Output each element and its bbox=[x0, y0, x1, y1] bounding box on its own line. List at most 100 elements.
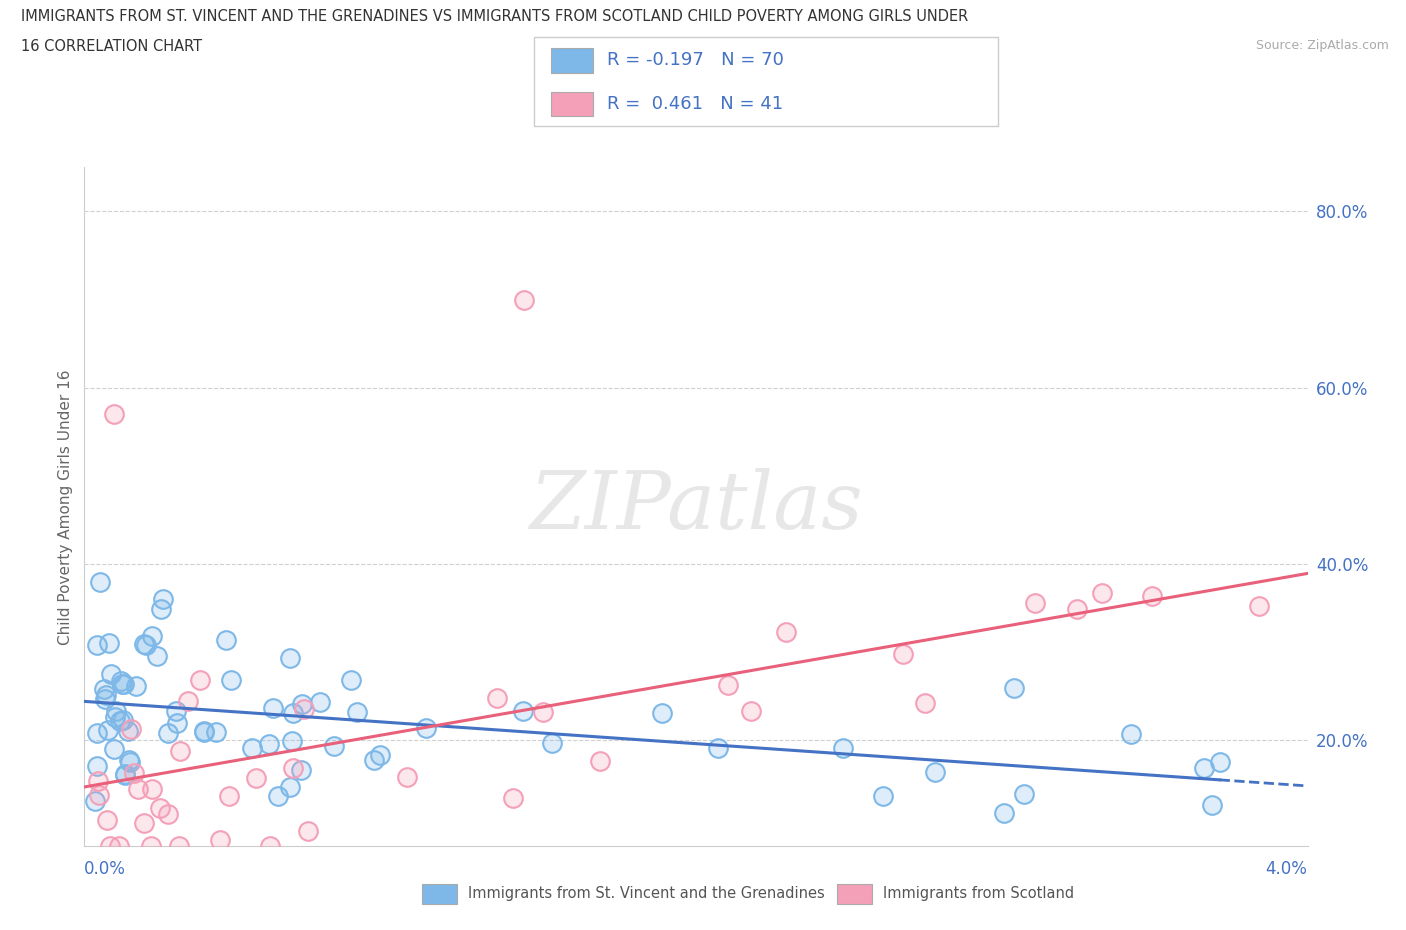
Point bbox=[111, 676, 134, 691]
Point bbox=[363, 752, 385, 767]
Point bbox=[98, 635, 121, 650]
Point bbox=[205, 724, 228, 739]
Point bbox=[322, 739, 344, 754]
Text: 0.0%: 0.0% bbox=[84, 859, 127, 878]
Point bbox=[141, 629, 163, 644]
Point bbox=[245, 770, 267, 785]
Text: Immigrants from St. Vincent and the Grenadines: Immigrants from St. Vincent and the Gren… bbox=[468, 886, 825, 901]
Point bbox=[297, 824, 319, 839]
Point bbox=[96, 813, 118, 828]
Point bbox=[281, 734, 304, 749]
Point bbox=[283, 761, 305, 776]
Point bbox=[135, 638, 157, 653]
Point bbox=[188, 672, 211, 687]
Point bbox=[1201, 797, 1223, 812]
Point bbox=[1140, 589, 1163, 604]
Point bbox=[94, 688, 117, 703]
Point bbox=[87, 774, 110, 789]
Point bbox=[267, 789, 290, 804]
Point bbox=[107, 839, 129, 854]
Point bbox=[1012, 787, 1035, 802]
Point bbox=[114, 676, 136, 691]
Point bbox=[240, 740, 263, 755]
Point bbox=[177, 694, 200, 709]
Text: R = -0.197   N = 70: R = -0.197 N = 70 bbox=[607, 51, 785, 70]
Point bbox=[707, 740, 730, 755]
Point bbox=[218, 789, 240, 804]
Point bbox=[1066, 602, 1088, 617]
Point bbox=[415, 721, 437, 736]
Point bbox=[152, 592, 174, 607]
Point bbox=[346, 705, 368, 720]
Point bbox=[1247, 599, 1270, 614]
Point bbox=[1194, 760, 1216, 775]
Point bbox=[166, 715, 188, 730]
Point bbox=[1091, 586, 1114, 601]
Point bbox=[259, 838, 281, 853]
Point bbox=[1024, 595, 1046, 610]
Point bbox=[257, 737, 280, 751]
Point bbox=[141, 839, 163, 854]
Point bbox=[86, 638, 108, 653]
Point bbox=[114, 766, 136, 781]
Point bbox=[97, 723, 120, 737]
Point bbox=[108, 713, 131, 728]
Text: Immigrants from Scotland: Immigrants from Scotland bbox=[883, 886, 1074, 901]
Point bbox=[114, 767, 136, 782]
Point bbox=[339, 672, 361, 687]
Point bbox=[134, 636, 156, 651]
Point bbox=[278, 779, 301, 794]
Point bbox=[86, 758, 108, 773]
Point bbox=[103, 406, 125, 421]
Point bbox=[117, 724, 139, 738]
Point bbox=[309, 694, 332, 709]
Point bbox=[1002, 681, 1025, 696]
Text: Source: ZipAtlas.com: Source: ZipAtlas.com bbox=[1256, 39, 1389, 52]
Point bbox=[541, 736, 564, 751]
Point bbox=[149, 602, 172, 617]
Y-axis label: Child Poverty Among Girls Under 16: Child Poverty Among Girls Under 16 bbox=[58, 369, 73, 644]
Point bbox=[157, 725, 180, 740]
Point bbox=[651, 705, 673, 720]
Point bbox=[89, 575, 111, 590]
Point bbox=[110, 673, 132, 688]
Point bbox=[193, 724, 215, 739]
Point bbox=[1208, 755, 1230, 770]
Point bbox=[169, 744, 191, 759]
Point bbox=[512, 703, 534, 718]
Point bbox=[127, 782, 149, 797]
Point bbox=[209, 832, 232, 847]
Point bbox=[291, 697, 314, 711]
Point bbox=[166, 704, 188, 719]
Point bbox=[219, 672, 242, 687]
Point bbox=[262, 700, 284, 715]
Point bbox=[513, 292, 536, 307]
Point bbox=[832, 741, 855, 756]
Point bbox=[103, 741, 125, 756]
Point bbox=[118, 752, 141, 767]
Point bbox=[118, 754, 141, 769]
Point bbox=[872, 789, 894, 804]
Point bbox=[193, 724, 215, 738]
Point bbox=[104, 710, 127, 724]
Text: R =  0.461   N = 41: R = 0.461 N = 41 bbox=[607, 95, 783, 113]
Text: 16 CORRELATION CHART: 16 CORRELATION CHART bbox=[21, 39, 202, 54]
Point bbox=[124, 678, 146, 693]
Point bbox=[83, 793, 105, 808]
Point bbox=[531, 704, 554, 719]
Point bbox=[112, 712, 135, 727]
Point bbox=[740, 704, 762, 719]
Point bbox=[156, 806, 179, 821]
Point bbox=[589, 753, 612, 768]
Point bbox=[292, 701, 315, 716]
Point bbox=[169, 839, 191, 854]
Point bbox=[86, 725, 108, 740]
Point bbox=[278, 650, 301, 665]
Point bbox=[146, 648, 169, 663]
Point bbox=[283, 705, 305, 720]
Point bbox=[775, 624, 797, 639]
Point bbox=[98, 839, 121, 854]
Point bbox=[93, 692, 115, 707]
Point bbox=[485, 691, 508, 706]
Point bbox=[924, 764, 946, 779]
